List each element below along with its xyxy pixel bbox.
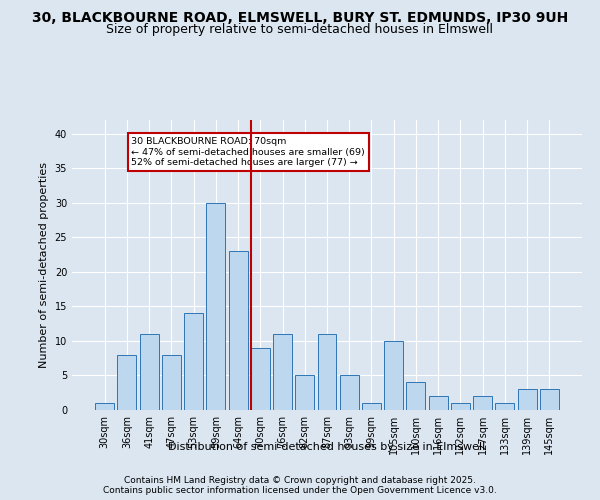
Bar (162, 355, 181, 410)
Text: Distribution of semi-detached houses by size in Elmswell: Distribution of semi-detached houses by … (169, 442, 485, 452)
Bar (473, 396, 492, 410)
Bar (340, 376, 359, 410)
Bar (273, 334, 292, 410)
Bar (496, 403, 514, 410)
Bar (384, 341, 403, 410)
Text: Contains public sector information licensed under the Open Government Licence v3: Contains public sector information licen… (103, 486, 497, 495)
Text: 30, BLACKBOURNE ROAD, ELMSWELL, BURY ST. EDMUNDS, IP30 9UH: 30, BLACKBOURNE ROAD, ELMSWELL, BURY ST.… (32, 11, 568, 25)
Bar (95, 403, 114, 410)
Bar (184, 314, 203, 410)
Text: Contains HM Land Registry data © Crown copyright and database right 2025.: Contains HM Land Registry data © Crown c… (124, 476, 476, 485)
Bar (451, 403, 470, 410)
Bar (118, 355, 136, 410)
Bar (362, 403, 381, 410)
Bar (540, 390, 559, 410)
Y-axis label: Number of semi-detached properties: Number of semi-detached properties (39, 162, 49, 368)
Bar (406, 382, 425, 410)
Bar (429, 396, 448, 410)
Bar (206, 203, 225, 410)
Bar (140, 334, 158, 410)
Bar (295, 376, 314, 410)
Text: 30 BLACKBOURNE ROAD: 70sqm
← 47% of semi-detached houses are smaller (69)
52% of: 30 BLACKBOURNE ROAD: 70sqm ← 47% of semi… (131, 138, 365, 167)
Bar (317, 334, 337, 410)
Bar (518, 390, 536, 410)
Text: Size of property relative to semi-detached houses in Elmswell: Size of property relative to semi-detach… (107, 22, 493, 36)
Bar (229, 251, 248, 410)
Bar (251, 348, 270, 410)
